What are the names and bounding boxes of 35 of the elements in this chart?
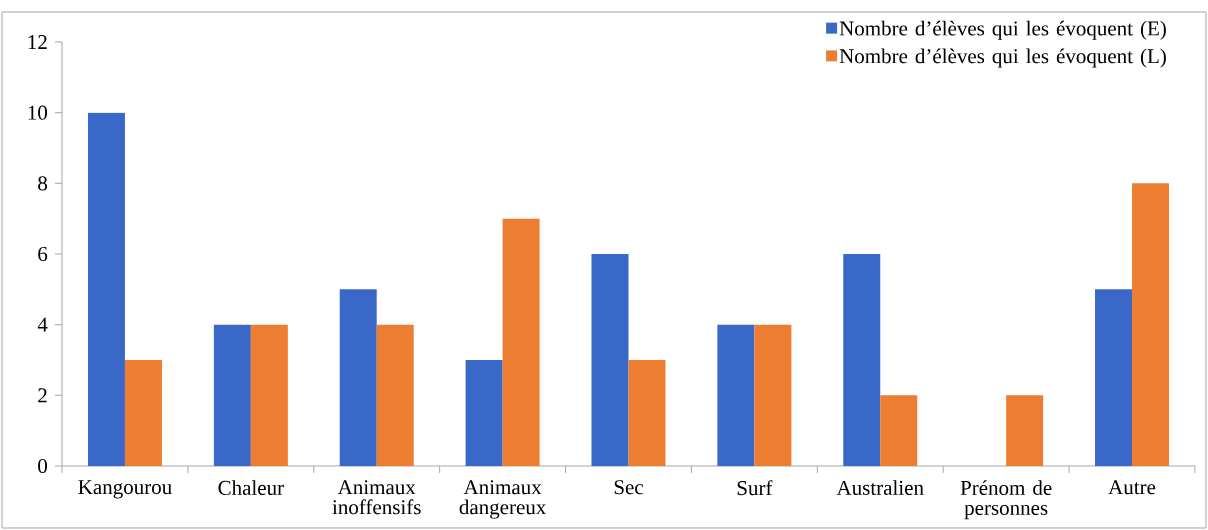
y-tick-label: 4 <box>37 317 48 332</box>
x-tick-label: Animaux inoffensifs <box>332 480 421 515</box>
bar <box>1095 289 1133 466</box>
bar <box>880 395 918 466</box>
y-tick-label: 10 <box>28 105 48 120</box>
bar <box>717 324 755 466</box>
x-tick-label: Sec <box>614 480 643 495</box>
legend-label: Nombre d’élèves qui les évoquent (E) <box>839 20 1166 40</box>
bar <box>1006 395 1044 466</box>
bar <box>465 359 503 466</box>
bar <box>628 359 666 466</box>
x-tick-label: Kangourou <box>78 480 172 499</box>
bar <box>376 324 414 466</box>
bar <box>591 253 629 466</box>
x-tick-label: Autre <box>1108 480 1156 495</box>
x-tick-label: Australien <box>836 480 924 495</box>
y-tick-label: 12 <box>28 35 47 49</box>
x-tick-label: Animaux dangereux <box>459 480 547 519</box>
bar <box>1132 183 1170 466</box>
bar <box>124 359 162 466</box>
bar <box>502 218 540 466</box>
bar <box>754 324 792 466</box>
y-tick-label: 2 <box>38 388 47 403</box>
x-tick-label: Surf <box>737 480 773 496</box>
bar <box>250 324 288 466</box>
legend-label: Nombre d’élèves qui les évoquent (L) <box>839 48 1166 68</box>
bar <box>339 289 377 466</box>
x-tick-label: Chaleur <box>218 480 284 495</box>
y-tick-label: 0 <box>38 458 48 474</box>
x-tick-label: Prénom de personnes <box>960 480 1052 520</box>
bar <box>213 324 251 466</box>
bar <box>843 253 881 466</box>
y-tick-label: 6 <box>38 246 48 262</box>
bar <box>87 112 125 466</box>
y-tick-label: 8 <box>38 176 48 191</box>
